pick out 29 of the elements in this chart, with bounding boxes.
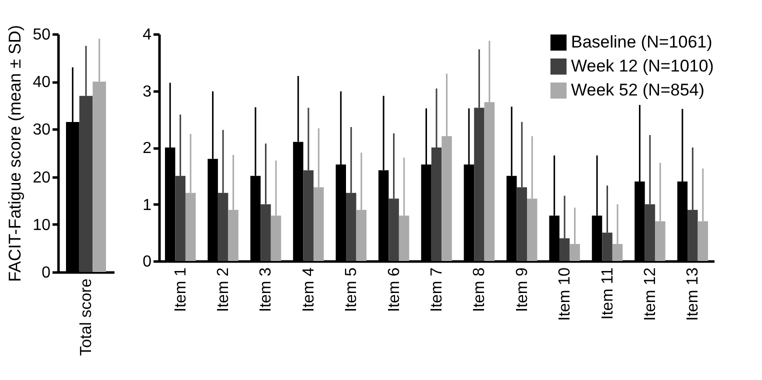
y-tick-label: 30	[32, 122, 51, 139]
x-tick-label: Item 7	[428, 267, 446, 312]
y-tick-label: 4	[142, 26, 152, 44]
x-tick-label: Item 1	[172, 267, 190, 312]
y-tick-label: 0	[142, 254, 152, 270]
y-tick-label: 1	[142, 196, 152, 214]
x-tick-label: Item 8	[471, 267, 488, 312]
x-tick-label: Item 9	[514, 267, 531, 312]
x-tick-label: Item 5	[343, 267, 360, 312]
x-tick-label: Total score	[78, 278, 95, 356]
x-tick-label: Item 10	[556, 267, 574, 321]
x-tick-label: Item 4	[300, 267, 318, 312]
y-tick-label: 20	[32, 169, 51, 186]
legend-label: Week 12 (N=1010)	[571, 56, 714, 76]
legend-label: Week 52 (N=854)	[571, 80, 704, 100]
y-tick-label: 50	[32, 26, 51, 44]
x-tick-label: Item 12	[642, 267, 659, 321]
x-tick-label: Item 13	[684, 267, 702, 321]
x-tick-label: Item 6	[386, 267, 403, 312]
y-tick-label: 40	[32, 74, 51, 92]
y-tick-label: 0	[42, 264, 51, 282]
y-tick-label: 2	[142, 140, 152, 157]
x-tick-label: Item 11	[599, 267, 616, 320]
x-tick-label: Item 3	[258, 267, 275, 312]
x-tick-label: Item 2	[215, 267, 232, 312]
legend-label: Baseline (N=1061)	[571, 32, 712, 52]
y-tick-label: 3	[142, 83, 152, 100]
y-axis-title: FACIT-Fatigue score (mean ± SD)	[6, 25, 25, 282]
y-tick-label: 10	[32, 216, 51, 234]
